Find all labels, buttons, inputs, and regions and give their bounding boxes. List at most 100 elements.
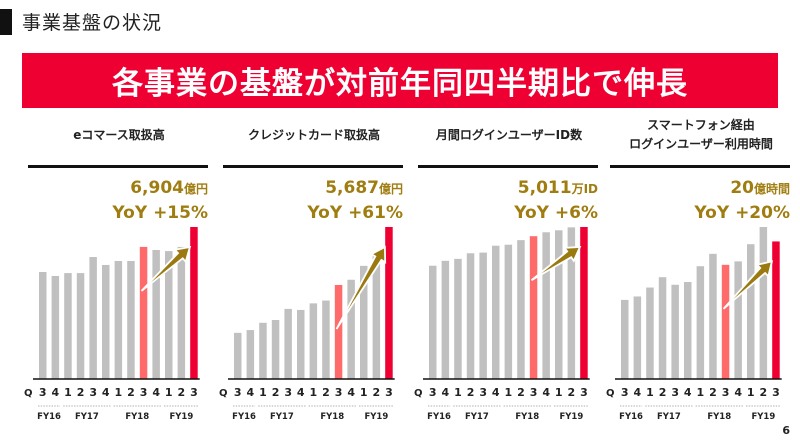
x-tick-label: 2 bbox=[568, 386, 576, 399]
x-tick-label: 3 bbox=[234, 386, 242, 399]
kpi-block: 5,687億円 YoY +61% bbox=[307, 176, 403, 225]
panel-monthly-login-ids: 月間ログインユーザーID数 Q 3 4 1 2 3 4 1 2 3 4 1 2 3 FY16 FY17 FY18… bbox=[414, 110, 600, 430]
bar bbox=[177, 246, 186, 379]
bar bbox=[246, 330, 255, 379]
quarter-axis-label: Q bbox=[219, 388, 228, 399]
panel-title: スマートフォン経由 ログインユーザー利用時間 bbox=[610, 110, 792, 160]
x-tick-label: 3 bbox=[190, 386, 198, 399]
headline-banner: 各事業の基盤が対前年同四半期比で伸長 bbox=[22, 53, 778, 108]
quarter-axis-label: Q bbox=[606, 388, 615, 399]
x-tick-label: 4 bbox=[152, 386, 160, 399]
x-tick-label: 2 bbox=[467, 386, 475, 399]
x-tick-label: 4 bbox=[442, 386, 450, 399]
x-tick-label: 2 bbox=[322, 386, 330, 399]
panel-divider bbox=[418, 165, 598, 168]
bar bbox=[127, 260, 135, 379]
fiscal-year-label: FY17 bbox=[465, 412, 489, 422]
x-tick-label: 3 bbox=[722, 386, 730, 399]
bar bbox=[504, 244, 513, 379]
x-tick-label: 1 bbox=[360, 386, 368, 399]
kpi-value: 5,687 bbox=[325, 178, 379, 198]
kpi-unit: 億円 bbox=[183, 182, 208, 196]
fiscal-year-label: FY16 bbox=[232, 412, 256, 422]
x-tick-label: 1 bbox=[555, 386, 563, 399]
x-tick-label: 1 bbox=[646, 386, 654, 399]
fiscal-year-label: FY16 bbox=[427, 412, 451, 422]
panel-title-text: eコマース取扱高 bbox=[73, 127, 165, 142]
kpi-yoy: YoY +61% bbox=[307, 203, 403, 223]
bar bbox=[734, 261, 742, 379]
x-tick-label: 4 bbox=[297, 386, 305, 399]
fiscal-year-label: FY18 bbox=[125, 412, 149, 422]
kpi-unit: 億時間 bbox=[753, 182, 790, 196]
kpi-block: 20億時間 YoY +20% bbox=[694, 176, 790, 225]
panel-title-text: クレジットカード取扱高 bbox=[247, 127, 380, 142]
bar bbox=[621, 299, 629, 379]
bar bbox=[671, 284, 679, 379]
bar bbox=[759, 227, 768, 379]
fiscal-year-label: FY18 bbox=[707, 412, 731, 422]
x-tick-label: 3 bbox=[530, 386, 538, 399]
x-tick-label: 4 bbox=[347, 386, 355, 399]
x-tick-label: 4 bbox=[684, 386, 692, 399]
x-tick-label: 2 bbox=[517, 386, 525, 399]
bar-prev-year bbox=[721, 264, 730, 379]
header-accent-bar bbox=[0, 9, 12, 35]
kpi-yoy: YoY +6% bbox=[514, 203, 598, 223]
x-tick-label: 2 bbox=[709, 386, 717, 399]
kpi-value: 20 bbox=[730, 178, 754, 198]
fiscal-year-label: FY19 bbox=[169, 412, 193, 422]
x-tick-label: 4 bbox=[734, 386, 742, 399]
panel-title-line: ログインユーザー利用時間 bbox=[629, 137, 773, 151]
bar bbox=[454, 258, 462, 379]
bar bbox=[747, 244, 755, 379]
x-tick-label: 3 bbox=[89, 386, 97, 399]
x-tick-label: 3 bbox=[140, 386, 148, 399]
bar bbox=[114, 260, 123, 379]
x-tick-label: 1 bbox=[115, 386, 123, 399]
kpi-block: 5,011万ID YoY +6% bbox=[514, 176, 598, 225]
x-tick-label: 4 bbox=[634, 386, 642, 399]
panel-title-line: スマートフォン経由 bbox=[647, 118, 755, 132]
fiscal-year-label: FY17 bbox=[657, 412, 681, 422]
bar bbox=[360, 265, 368, 379]
x-tick-label: 3 bbox=[39, 386, 47, 399]
bar bbox=[517, 240, 525, 379]
bar-current bbox=[385, 227, 393, 379]
x-tick-label: 3 bbox=[335, 386, 343, 399]
panel-title: 月間ログインユーザーID数 bbox=[418, 110, 600, 160]
panel-title-text: 月間ログインユーザーID数 bbox=[435, 127, 583, 142]
bar-current bbox=[772, 241, 780, 379]
bar bbox=[64, 273, 72, 379]
fiscal-year-label: FY19 bbox=[751, 412, 775, 422]
x-tick-label: 1 bbox=[259, 386, 267, 399]
bar bbox=[555, 230, 563, 379]
bar bbox=[259, 322, 267, 379]
x-tick-label: 4 bbox=[52, 386, 60, 399]
panel-title: eコマース取扱高 bbox=[28, 110, 210, 160]
bar bbox=[152, 249, 160, 379]
kpi-block: 6,904億円 YoY +15% bbox=[112, 176, 208, 225]
bar-prev-year bbox=[529, 236, 538, 379]
fiscal-year-label: FY17 bbox=[75, 412, 99, 422]
page-number: 6 bbox=[782, 424, 790, 437]
bar bbox=[284, 308, 292, 379]
x-tick-label: 1 bbox=[310, 386, 318, 399]
bar bbox=[441, 260, 450, 379]
bar-current bbox=[580, 227, 588, 379]
bar bbox=[234, 332, 242, 379]
x-tick-label: 3 bbox=[621, 386, 629, 399]
x-tick-label: 1 bbox=[165, 386, 173, 399]
bar bbox=[696, 266, 705, 379]
kpi-unit: 億円 bbox=[378, 182, 403, 196]
fiscal-year-label: FY18 bbox=[320, 412, 344, 422]
x-tick-label: 2 bbox=[127, 386, 135, 399]
fiscal-year-label: FY16 bbox=[619, 412, 643, 422]
x-tick-label: 3 bbox=[580, 386, 588, 399]
x-tick-label: 1 bbox=[697, 386, 705, 399]
bar bbox=[39, 272, 47, 379]
